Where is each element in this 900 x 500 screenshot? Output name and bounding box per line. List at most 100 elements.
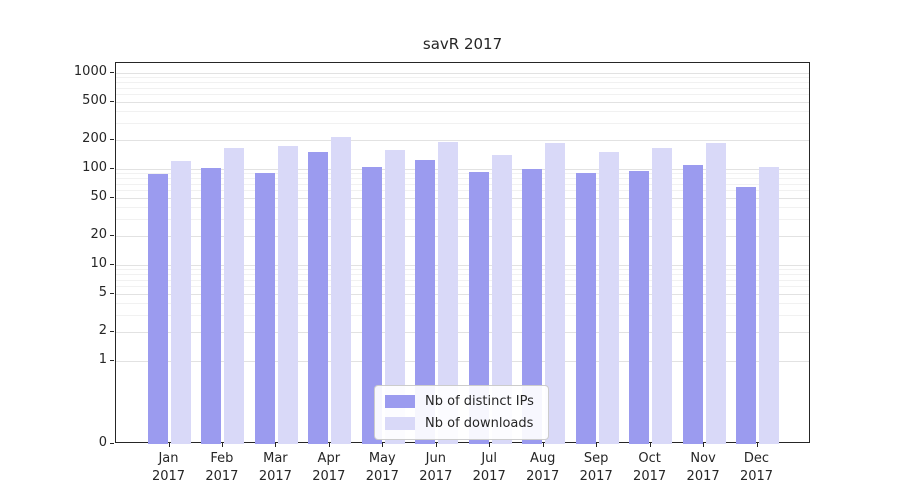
gridline-minor (116, 303, 809, 305)
gridline-minor (116, 219, 809, 221)
legend-item-distinct-ips: Nb of distinct IPs (385, 394, 534, 409)
gridline-major (116, 361, 809, 362)
y-tick-label: 20 (90, 227, 107, 243)
x-tick-label: Mar 2017 (258, 451, 292, 484)
y-tick-label: 0 (98, 435, 107, 450)
x-tick-label: Jul 2017 (472, 451, 506, 484)
chart-title: savR 2017 (422, 35, 503, 53)
y-tick-mark (110, 292, 114, 294)
gridline-minor (116, 183, 809, 185)
bar-dec-distinct-ips (736, 187, 756, 444)
x-tick-label: Dec 2017 (739, 451, 774, 484)
y-tick-mark (110, 331, 114, 333)
x-tick-mark (435, 443, 437, 447)
gridline-minor (116, 315, 809, 317)
y-tick-mark (110, 168, 114, 169)
legend-swatch-downloads (385, 417, 415, 430)
gridline-minor (116, 274, 809, 276)
bar-mar-downloads (277, 146, 298, 444)
gridline-minor (116, 123, 809, 125)
legend-item-downloads: Nb of downloads (385, 416, 534, 431)
gridline-minor (116, 286, 809, 288)
bar-jun-distinct-ips (415, 159, 436, 444)
bar-nov-downloads (705, 142, 726, 444)
y-tick-label: 500 (82, 92, 107, 108)
gridline-minor (116, 269, 809, 271)
bar-feb-distinct-ips (201, 167, 222, 444)
y-tick-mark (110, 235, 114, 237)
gridline-minor (116, 173, 809, 175)
bar-jun-downloads (438, 141, 459, 444)
gridline-major (116, 197, 809, 199)
gridline-minor (116, 77, 809, 79)
x-tick-mark (756, 443, 758, 447)
y-tick-mark (110, 360, 114, 361)
x-tick-label: Jun 2017 (419, 451, 453, 484)
y-tick-mark (110, 264, 114, 265)
legend-label-distinct-ips: Nb of distinct IPs (425, 394, 534, 409)
x-tick-mark (489, 443, 491, 447)
gridline-minor (116, 279, 809, 281)
bar-jul-downloads (491, 154, 512, 444)
x-tick-label: May 2017 (365, 451, 399, 484)
y-tick-label: 100 (82, 160, 107, 175)
x-tick-mark (649, 443, 651, 447)
gridline-minor (116, 207, 809, 209)
legend-swatch-distinct-ips (385, 395, 415, 408)
x-tick-mark (275, 443, 277, 447)
x-tick-mark (542, 443, 544, 447)
x-tick-label: Sep 2017 (579, 451, 613, 484)
gridline-major (116, 332, 809, 334)
gridline-minor (116, 111, 809, 113)
bar-may-distinct-ips (361, 167, 382, 444)
bar-dec-downloads (759, 166, 779, 444)
gridline-minor (116, 87, 809, 89)
x-tick-label: Feb 2017 (205, 451, 239, 484)
bar-jul-distinct-ips (468, 171, 489, 444)
bar-sep-downloads (598, 151, 619, 444)
x-tick-mark (221, 443, 223, 447)
x-tick-mark (328, 443, 330, 447)
gridline-major (116, 73, 809, 74)
x-tick-label: Nov 2017 (686, 451, 720, 484)
y-tick-label: 5 (98, 284, 107, 300)
bar-aug-distinct-ips (522, 169, 543, 444)
gridline-major (116, 236, 809, 238)
bar-sep-distinct-ips (575, 172, 596, 444)
bar-may-downloads (384, 150, 405, 444)
y-tick-mark (110, 196, 114, 198)
legend-label-downloads: Nb of downloads (425, 416, 534, 431)
bar-mar-distinct-ips (254, 173, 275, 444)
y-tick-label: 1 (98, 352, 107, 367)
y-tick-mark (110, 72, 114, 73)
gridline-minor (116, 82, 809, 84)
x-tick-mark (703, 443, 705, 447)
plot-area: Nb of distinct IPs Nb of downloads (115, 62, 810, 444)
x-tick-label: Jan 2017 (151, 451, 186, 484)
bar-oct-downloads (652, 147, 673, 444)
gridline-major (116, 169, 809, 170)
bar-apr-downloads (331, 137, 352, 444)
gridline-minor (116, 190, 809, 192)
bar-feb-downloads (224, 148, 245, 444)
y-tick-label: 200 (82, 131, 107, 147)
gridline-minor (116, 94, 809, 96)
bar-apr-distinct-ips (308, 152, 329, 444)
bar-jan-downloads (171, 161, 191, 444)
x-tick-label: Apr 2017 (312, 451, 346, 484)
bar-jan-distinct-ips (148, 174, 168, 444)
y-tick-label: 1000 (73, 64, 107, 79)
gridline-major (116, 265, 809, 266)
y-tick-mark (110, 443, 114, 444)
gridline-major (116, 101, 809, 103)
bar-aug-downloads (545, 142, 566, 444)
x-tick-label: Oct 2017 (633, 451, 667, 484)
x-tick-label: Aug 2017 (526, 451, 560, 484)
bar-nov-distinct-ips (682, 165, 703, 444)
y-tick-label: 50 (90, 188, 107, 204)
y-tick-mark (110, 100, 114, 102)
bar-oct-distinct-ips (629, 171, 650, 444)
x-tick-mark (382, 443, 384, 447)
y-tick-label: 10 (90, 256, 107, 271)
